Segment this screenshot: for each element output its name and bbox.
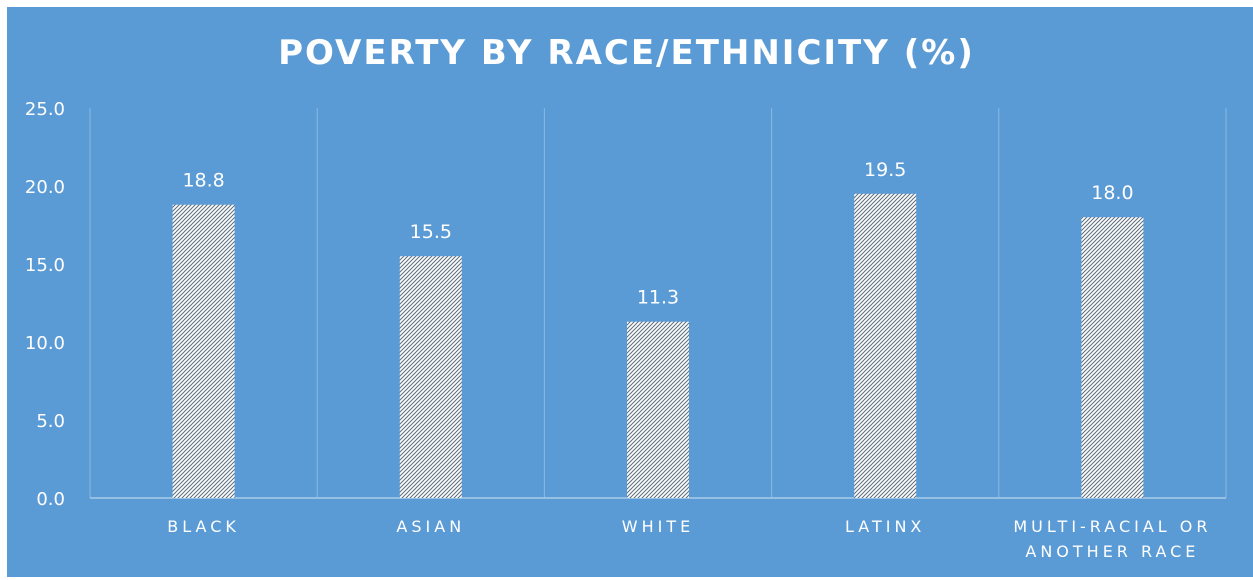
- bars: [172, 193, 1144, 499]
- bar-asian: [399, 256, 462, 498]
- data-label: 19.5: [864, 159, 906, 181]
- bar-black: [172, 204, 235, 498]
- y-axis: 0.0 5.0 10.0 15.0 20.0 25.0: [25, 99, 65, 510]
- x-tick-label: MULTI-RACIAL OR: [1013, 517, 1211, 536]
- y-tick-label: 25.0: [25, 99, 65, 120]
- bar-latinx: [854, 193, 917, 499]
- bar-multi-racial-or-another-race: [1081, 217, 1144, 498]
- data-label: 18.8: [182, 170, 224, 192]
- x-tick-label: WHITE: [622, 517, 694, 536]
- data-label: 18.0: [1091, 182, 1133, 204]
- y-tick-label: 20.0: [25, 177, 65, 198]
- y-tick-label: 10.0: [25, 333, 65, 354]
- y-tick-label: 5.0: [36, 411, 65, 432]
- data-label: 11.3: [637, 287, 679, 309]
- x-tick-label: BLACK: [167, 517, 240, 536]
- data-label: 15.5: [410, 221, 452, 243]
- y-tick-label: 0.0: [36, 489, 65, 510]
- x-tick-label: LATINX: [845, 517, 925, 536]
- chart-title: POVERTY BY RACE/ETHNICITY (%): [278, 33, 975, 73]
- data-labels: 18.8 15.5 11.3 19.5 18.0: [182, 159, 1133, 309]
- x-tick-label: ASIAN: [396, 517, 465, 536]
- y-tick-label: 15.0: [25, 255, 65, 276]
- bar-white: [627, 321, 689, 498]
- x-tick-label: ANOTHER RACE: [1025, 542, 1199, 561]
- x-axis: BLACK ASIAN WHITE LATINX MULTI-RACIAL OR ANOT…: [167, 517, 1211, 561]
